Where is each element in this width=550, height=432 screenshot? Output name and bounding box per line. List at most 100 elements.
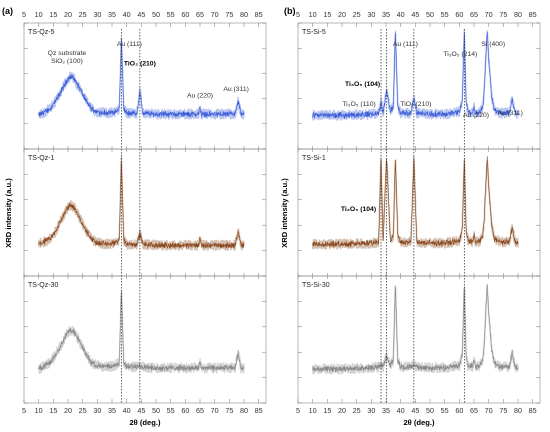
x-tick-label-bottom: 50 — [152, 406, 160, 415]
x-tick-label-bottom: 60 — [181, 406, 189, 415]
sample-label: TS-Qz-30 — [28, 282, 58, 289]
x-tick-label-top: 10 — [309, 10, 317, 19]
x-tick-label-bottom: 40 — [123, 406, 131, 415]
subplot-2: TS-Si-30 — [297, 275, 541, 404]
x-tick-label-top: 75 — [225, 10, 233, 19]
subplot-frame — [23, 275, 267, 404]
series-line — [38, 160, 245, 249]
subplot-1: TS-Si-1 Ti₃O₅ (104) — [297, 148, 541, 277]
y-axis-label: XRD intensity (a.u.) — [280, 178, 289, 248]
panel-b: (b) XRD intensity (a.u.) 2θ (deg.) TS-Si-5 A… — [280, 6, 541, 427]
x-tick-label-top: 30 — [93, 10, 101, 19]
x-tick-label-bottom: 10 — [309, 406, 317, 415]
sample-label: TS-Si-1 — [302, 155, 326, 162]
x-tick-label-bottom: 20 — [338, 406, 346, 415]
x-tick-label-top: 10 — [35, 10, 43, 19]
x-tick-label-bottom: 15 — [323, 406, 331, 415]
peak-annotation: Ti₃O₅ (104) — [341, 206, 376, 213]
series-clip-group — [37, 156, 245, 251]
series-halo — [311, 283, 519, 375]
peak-annotation: Au (311) — [497, 110, 523, 117]
x-tick-label-top: 15 — [323, 10, 331, 19]
x-axis-label: 2θ (deg.) — [129, 418, 161, 427]
series-line — [38, 291, 245, 372]
x-tick-label-top: 65 — [470, 10, 478, 19]
series-line — [312, 284, 519, 373]
x-tick-label-bottom: 15 — [49, 406, 57, 415]
x-tick-label-top: 60 — [181, 10, 189, 19]
peak-annotation: Si (400) — [481, 41, 505, 48]
x-tick-label-bottom: 55 — [441, 406, 449, 415]
panel-a: (a) XRD intensity (a.u.) 2θ (deg.) TS-Qz-5 Q… — [2, 6, 267, 427]
panel-letter: (a) — [2, 6, 13, 16]
x-tick-label-bottom: 5 — [22, 406, 26, 415]
subplot-frame — [297, 275, 541, 404]
x-tick-label-bottom: 85 — [255, 406, 263, 415]
subplot-2: TS-Qz-30 — [23, 275, 267, 404]
x-tick-label-bottom: 75 — [225, 406, 233, 415]
series-line — [312, 31, 519, 119]
series-halo — [37, 291, 245, 375]
subplot-frame — [297, 148, 541, 277]
sample-label: TS-Si-5 — [302, 29, 326, 36]
x-tick-label-top: 35 — [382, 10, 390, 19]
peak-annotation: TiO₂ (210) — [400, 101, 431, 108]
peak-annotation: TiO₂ (210) — [124, 60, 156, 67]
x-tick-label-top: 85 — [529, 10, 537, 19]
x-tick-label-bottom: 30 — [367, 406, 375, 415]
x-tick-label-top: 5 — [296, 10, 300, 19]
x-tick-label-top: 50 — [426, 10, 434, 19]
x-tick-label-top: 80 — [514, 10, 522, 19]
sample-label: TS-Qz-1 — [28, 155, 55, 162]
subplot-frame — [23, 148, 267, 277]
y-axis-label: XRD intensity (a.u.) — [4, 178, 13, 248]
x-tick-label-bottom: 45 — [137, 406, 145, 415]
x-tick-label-bottom: 5 — [296, 406, 300, 415]
x-tick-label-top: 65 — [196, 10, 204, 19]
x-tick-label-bottom: 80 — [514, 406, 522, 415]
peak-annotation: Au (311) — [223, 86, 249, 93]
series-clip-group — [37, 37, 245, 120]
x-tick-label-top: 60 — [455, 10, 463, 19]
x-tick-label-top: 50 — [152, 10, 160, 19]
sample-label: TS-Si-30 — [302, 282, 330, 289]
x-tick-label-top: 75 — [499, 10, 507, 19]
series-clip-group — [311, 29, 519, 121]
x-tick-label-bottom: 65 — [470, 406, 478, 415]
peak-annotation: Ti₃O₅ (214) — [443, 51, 477, 58]
peak-annotation: Au (111) — [393, 41, 418, 48]
series-clip-group — [311, 155, 519, 250]
x-tick-label-top: 25 — [353, 10, 361, 19]
peak-annotation: Au (220) — [463, 112, 489, 119]
x-tick-label-top: 45 — [137, 10, 145, 19]
x-tick-label-top: 20 — [338, 10, 346, 19]
series-line — [312, 155, 519, 248]
x-tick-label-top: 45 — [411, 10, 419, 19]
x-tick-label-top: 35 — [108, 10, 116, 19]
x-tick-label-top: 40 — [397, 10, 405, 19]
x-tick-label-bottom: 30 — [93, 406, 101, 415]
peak-annotation: Ti₃O₅ (104) — [345, 81, 380, 88]
peak-annotation: Qz substrate — [48, 50, 87, 57]
series-line — [38, 38, 245, 118]
x-tick-label-bottom: 10 — [35, 406, 43, 415]
peak-annotation: Ti₃O₅ (110) — [342, 101, 375, 108]
x-tick-label-top: 30 — [367, 10, 375, 19]
x-tick-label-bottom: 35 — [382, 406, 390, 415]
x-tick-label-bottom: 75 — [499, 406, 507, 415]
x-tick-label-top: 5 — [22, 10, 26, 19]
x-tick-label-top: 40 — [123, 10, 131, 19]
x-tick-label-top: 70 — [211, 10, 219, 19]
x-tick-label-bottom: 25 — [353, 406, 361, 415]
panel-letter: (b) — [284, 6, 296, 16]
sample-label: TS-Qz-5 — [28, 29, 55, 36]
subplot-0: TS-Si-5 Au (111) Ti₃O₅ (214) Si (400) Ti₃O₅ … — [297, 22, 541, 150]
x-tick-label-top: 80 — [240, 10, 248, 19]
x-tick-label-bottom: 20 — [64, 406, 72, 415]
peak-annotation: Au (111) — [117, 41, 142, 48]
x-tick-label-top: 25 — [79, 10, 87, 19]
series-clip-group — [37, 291, 245, 375]
x-tick-label-bottom: 25 — [79, 406, 87, 415]
x-tick-label-top: 85 — [255, 10, 263, 19]
